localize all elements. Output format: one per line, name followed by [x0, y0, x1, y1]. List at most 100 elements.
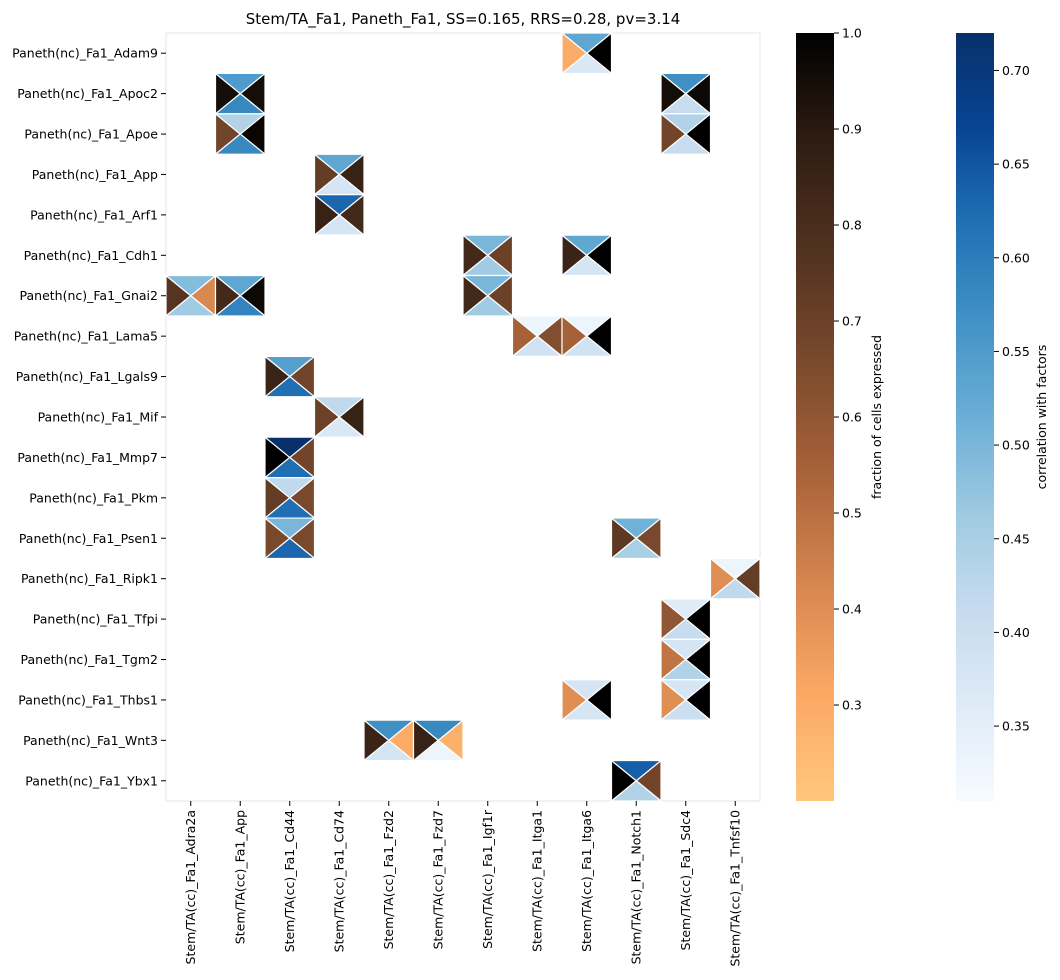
cell-top-triangle — [609, 759, 663, 782]
column-label-stem-ta-cc-fa1-fzd2: Stem/TA(cc)_Fa1_Fzd2 — [381, 810, 396, 949]
row-label-paneth-nc-fa1-mmp7: Paneth(nc)_Fa1_Mmp7 — [17, 450, 158, 465]
colorbar-tick-label: 0.50 — [1002, 438, 1030, 453]
colorbar-tick-label: 0.55 — [1002, 344, 1030, 359]
column-label-stem-ta-cc-fa1-adra2a: Stem/TA(cc)_Fa1_Adra2a — [183, 810, 198, 964]
column-label-stem-ta-cc-fa1-cd44: Stem/TA(cc)_Fa1_Cd44 — [282, 810, 297, 952]
cell-bottom-triangle — [708, 577, 762, 600]
cell-top-triangle — [263, 477, 317, 499]
heatmap-cell — [213, 112, 267, 156]
colorbar-correlation: 0.35 0.40 0.45 0.50 0.55 0.60 0.65 0.70 correlat… — [956, 33, 1049, 801]
colorbar-tick-label: 0.5 — [842, 506, 862, 521]
heatmap-cell — [312, 395, 366, 439]
cell-bottom-triangle — [461, 294, 515, 317]
colorbar-tick-label: 1.0 — [842, 26, 862, 41]
heatmap-cell — [708, 557, 762, 601]
cell-top-triangle — [263, 436, 317, 459]
cell-bottom-triangle — [609, 537, 663, 560]
cell-top-triangle — [213, 72, 267, 95]
heatmap-cell — [213, 274, 267, 318]
cell-bottom-triangle — [213, 294, 267, 317]
row-label-paneth-nc-fa1-tfpi: Paneth(nc)_Fa1_Tfpi — [33, 612, 158, 627]
row-label-paneth-nc-fa1-wnt3: Paneth(nc)_Fa1_Wnt3 — [23, 733, 158, 748]
cell-bottom-triangle — [312, 416, 366, 438]
row-label-paneth-nc-fa1-ybx1: Paneth(nc)_Fa1_Ybx1 — [25, 773, 158, 788]
cell-bottom-triangle — [263, 375, 317, 398]
heatmap-cell — [659, 597, 713, 641]
row-label-paneth-nc-fa1-apoc2: Paneth(nc)_Fa1_Apoc2 — [17, 86, 158, 101]
cell-bottom-triangle — [263, 537, 317, 560]
row-label-paneth-nc-fa1-app: Paneth(nc)_Fa1_App — [32, 167, 158, 182]
column-label-stem-ta-cc-fa1-igf1r: Stem/TA(cc)_Fa1_Igf1r — [480, 809, 495, 949]
colorbar-tick-label: 0.60 — [1002, 250, 1030, 265]
cell-top-triangle — [312, 396, 366, 418]
heatmap-cell — [461, 274, 515, 318]
row-label-paneth-nc-fa1-cdh1: Paneth(nc)_Fa1_Cdh1 — [24, 248, 158, 263]
heatmap-cell — [659, 112, 713, 156]
column-label-stem-ta-cc-fa1-itga1: Stem/TA(cc)_Fa1_Itga1 — [530, 810, 545, 952]
cell-top-triangle — [312, 194, 366, 216]
cell-top-triangle — [312, 153, 366, 176]
row-label-paneth-nc-fa1-mif: Paneth(nc)_Fa1_Mif — [38, 409, 159, 424]
cell-bottom-triangle — [510, 335, 564, 357]
cell-top-triangle — [609, 517, 663, 540]
heatmap-cell — [609, 759, 663, 803]
heatmap-cell — [362, 718, 416, 762]
cell-bottom-triangle — [213, 133, 267, 155]
colorbar-tick-label: 0.70 — [1002, 63, 1030, 78]
cell-top-triangle — [659, 598, 713, 620]
colorbar-fraction: 0.3 0.4 0.5 0.6 0.7 0.8 0.9 1.0 fraction of cell… — [796, 26, 884, 801]
colorbar-tick-label: 0.4 — [842, 602, 862, 617]
cell-top-triangle — [659, 72, 713, 95]
heatmap-cell — [164, 274, 218, 318]
cell-top-triangle — [560, 234, 614, 257]
cell-bottom-triangle — [560, 254, 614, 277]
column-label-stem-ta-cc-fa1-sdc4: Stem/TA(cc)_Fa1_Sdc4 — [678, 810, 693, 951]
cell-top-triangle — [659, 638, 713, 661]
cell-top-triangle — [510, 315, 564, 337]
cell-top-triangle — [560, 315, 614, 337]
row-label-paneth-nc-fa1-arf1: Paneth(nc)_Fa1_Arf1 — [30, 207, 158, 222]
heatmap-cell — [411, 718, 465, 762]
cell-top-triangle — [708, 557, 762, 580]
cells-layer — [164, 31, 762, 803]
row-label-paneth-nc-fa1-lgals9: Paneth(nc)_Fa1_Lgals9 — [16, 369, 158, 384]
colorbar-tick-label: 0.40 — [1002, 625, 1030, 640]
cell-top-triangle — [263, 355, 317, 378]
heatmap-cell — [312, 193, 366, 237]
row-label-paneth-nc-fa1-thbs1: Paneth(nc)_Fa1_Thbs1 — [18, 692, 158, 707]
cell-bottom-triangle — [659, 133, 713, 155]
colorbar-tick-label: 0.3 — [842, 698, 862, 713]
colorbar-tick-label: 0.7 — [842, 314, 862, 329]
cell-bottom-triangle — [560, 699, 614, 721]
column-label-stem-ta-cc-fa1-fzd7: Stem/TA(cc)_Fa1_Fzd7 — [431, 810, 446, 949]
row-label-paneth-nc-fa1-apoe: Paneth(nc)_Fa1_Apoe — [24, 127, 158, 142]
colorbar-tick-label: 0.45 — [1002, 531, 1030, 546]
colorbar-label: correlation with factors — [1034, 345, 1049, 490]
heatmap-cell — [263, 516, 317, 560]
colorbar-tick-label: 0.9 — [842, 122, 862, 137]
heatmap-cell — [560, 678, 614, 722]
cell-top-triangle — [213, 274, 267, 297]
heatmap-cell — [659, 678, 713, 722]
row-label-paneth-nc-fa1-gnai2: Paneth(nc)_Fa1_Gnai2 — [20, 288, 158, 303]
cell-top-triangle — [263, 517, 317, 540]
cell-top-triangle — [164, 274, 218, 297]
heatmap-cell — [213, 72, 267, 116]
cell-bottom-triangle — [411, 739, 465, 762]
heatmap-cell — [659, 72, 713, 116]
colorbar-gradient — [796, 33, 834, 801]
row-label-paneth-nc-fa1-psen1: Paneth(nc)_Fa1_Psen1 — [19, 531, 158, 546]
heatmap-cell — [263, 476, 317, 520]
heatmap-cell — [560, 233, 614, 277]
heatmap-cell — [659, 638, 713, 681]
column-labels: Stem/TA(cc)_Fa1_Adra2a Stem/TA(cc)_Fa1_Ap… — [183, 800, 743, 967]
heatmap-cell — [263, 355, 317, 399]
cell-bottom-triangle — [362, 739, 416, 762]
column-label-stem-ta-cc-fa1-cd74: Stem/TA(cc)_Fa1_Cd74 — [332, 810, 347, 952]
heatmap-cell — [312, 152, 366, 196]
row-label-paneth-nc-fa1-tgm2: Paneth(nc)_Fa1_Tgm2 — [21, 652, 158, 667]
colorbar-tick-label: 0.35 — [1002, 719, 1030, 734]
heatmap-cell — [263, 435, 317, 479]
cell-top-triangle — [461, 234, 515, 257]
